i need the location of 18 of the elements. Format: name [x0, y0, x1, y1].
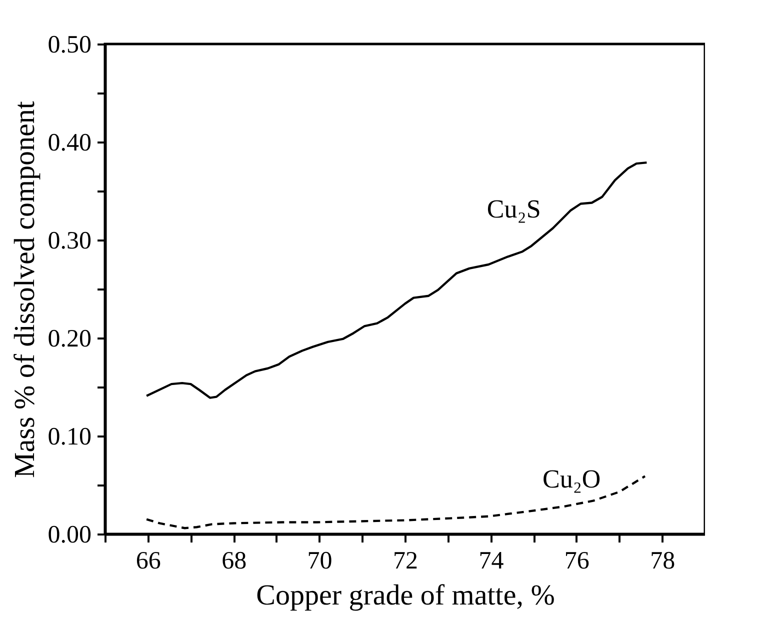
- x-tick-label: 68: [222, 548, 247, 574]
- y-tick-label: 0.30: [48, 228, 92, 254]
- x-tick-label: 72: [393, 548, 418, 574]
- x-axis-title: Copper grade of matte, %: [256, 580, 555, 612]
- y-tick-label: 0.10: [48, 424, 92, 450]
- y-tick-label: 0.40: [48, 130, 92, 156]
- series-label: Cu₂O: [542, 464, 601, 494]
- x-tick-label: 66: [136, 548, 161, 574]
- y-tick-label: 0.50: [48, 32, 92, 58]
- x-tick-label: 70: [307, 548, 332, 574]
- series-label: Cu₂S: [486, 194, 541, 224]
- y-tick-label: 0.00: [48, 522, 92, 548]
- x-tick-label: 76: [564, 548, 590, 574]
- line-series: [145, 161, 648, 399]
- x-tick-label: 74: [478, 548, 504, 574]
- y-axis-title: Mass % of dissolved component: [8, 101, 41, 478]
- y-tick-label: 0.20: [48, 326, 92, 352]
- x-tick-label: 78: [650, 548, 676, 574]
